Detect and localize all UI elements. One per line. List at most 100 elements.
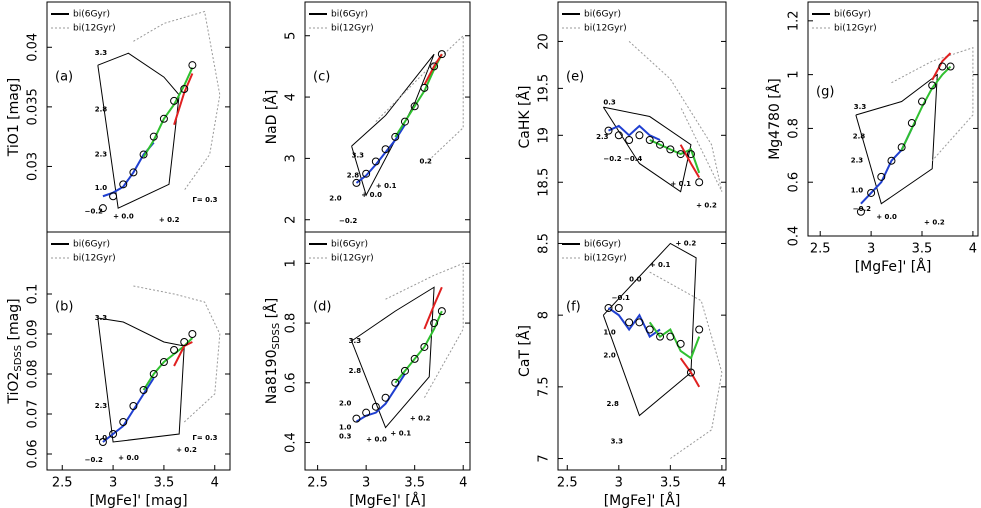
data-line <box>679 357 701 388</box>
grid-annotation: 2.3 <box>95 151 108 159</box>
data-point <box>391 132 400 141</box>
data-point <box>410 354 419 363</box>
grid-annotation: 3.3 <box>854 103 867 111</box>
grid-annotation: + 0.1 <box>376 182 397 190</box>
data-point <box>656 140 665 149</box>
data-point <box>410 102 419 111</box>
data-point <box>614 303 623 312</box>
y-tick-label: 0.08 <box>26 360 41 389</box>
legend-label: bi(6Gyr) <box>73 10 110 20</box>
data-line <box>648 321 701 360</box>
grid-annotation: 1.0 <box>95 184 108 192</box>
legend-label: bi(6Gyr) <box>331 240 368 250</box>
grid-annotation: + 0.0 <box>366 436 387 444</box>
grid-annotation: + 0.2 <box>159 216 180 224</box>
x-axis-label: [MgFe]' [mag] <box>89 493 187 508</box>
data-line <box>102 377 155 443</box>
data-line <box>102 141 155 198</box>
data-point <box>170 346 179 354</box>
data-point <box>695 325 704 334</box>
data-line <box>607 307 661 339</box>
x-tick-label: 4 <box>459 476 467 491</box>
data-point <box>362 408 371 417</box>
data-point <box>877 172 886 181</box>
data-point <box>180 338 189 346</box>
grid-annotation: + 0.1 <box>390 430 411 438</box>
data-point <box>149 132 158 141</box>
grid-annotation: −0.4 <box>624 155 642 163</box>
data-line <box>608 124 661 141</box>
data-point <box>139 386 148 394</box>
x-tick-label: 4 <box>211 476 219 491</box>
model-line <box>855 73 938 205</box>
y-tick-label: 0.06 <box>26 440 41 469</box>
legend-label: bi(12Gyr) <box>584 24 627 34</box>
data-point <box>129 168 138 177</box>
grid-annotation: −0.2 <box>853 205 871 213</box>
x-tick-label: 3 <box>615 476 623 491</box>
data-point <box>604 303 613 312</box>
data-point <box>686 368 695 377</box>
data-point <box>437 307 446 316</box>
grid-annotation: + 0.2 <box>176 446 197 454</box>
data-line <box>394 53 443 138</box>
grid-annotation: 0.3 <box>603 98 616 106</box>
data-point <box>625 136 634 144</box>
x-tick-label: 3 <box>867 242 875 257</box>
panel-label: (d) <box>313 300 331 315</box>
model-line <box>133 10 221 191</box>
y-tick-label: 0.07 <box>26 400 41 429</box>
data-line <box>679 144 701 179</box>
panel: 7 7.5 8 8.5 2.5 3 3.5 4 [MgFe]' [Å] CaT [Å] (f) + 0… <box>516 231 727 508</box>
data-line <box>394 310 443 384</box>
grid-annotation: + 0.1 <box>650 261 671 269</box>
panel: 2 3 4 5 NaD [Å] (c) 3.3 2.8 2.0 −0.2 + 0.0+ 0.1 0.2… <box>263 1 471 233</box>
y-tick-label: 18.5 <box>537 168 552 197</box>
panel: 0.06 0.07 0.08 0.09 0.1 2.5 3 3.5 4 [MgFe]' [mag]… <box>6 231 231 508</box>
data-point <box>676 339 685 348</box>
data-point <box>352 414 361 423</box>
panel: 0.03 0.035 0.04 TiO1 [mag] (a) 3.3 2.8 2.3 1.0 Γ=… <box>6 1 231 233</box>
y-tick-label: 0.03 <box>26 152 41 181</box>
data-line <box>423 53 443 86</box>
grid-annotation: Γ= 0.3 <box>192 196 217 204</box>
grid-annotation: 2.8 <box>95 105 108 113</box>
y-axis-label: TiO1 [mag] <box>6 78 22 157</box>
data-point <box>109 430 118 438</box>
plot-frame <box>46 231 231 471</box>
y-axis-label-part: TiO2 <box>6 372 22 405</box>
grid-annotation: 3.3 <box>352 151 365 159</box>
data-point <box>362 169 371 178</box>
model-line <box>97 52 180 209</box>
x-axis-label: [MgFe]' [Å] <box>604 492 681 508</box>
grid-annotation: + 0.0 <box>113 213 134 221</box>
data-point <box>188 330 197 338</box>
grid-annotation: 3.3 <box>95 49 108 57</box>
legend-label: bi(12Gyr) <box>834 24 877 34</box>
data-point <box>625 318 634 327</box>
data-point <box>391 378 400 387</box>
data-point <box>420 83 429 92</box>
data-line <box>900 65 952 151</box>
data-point <box>381 393 390 402</box>
data-point <box>897 143 906 152</box>
plot-frame <box>807 1 979 237</box>
data-point <box>645 325 654 334</box>
data-point <box>430 319 439 328</box>
data-point <box>918 97 927 106</box>
data-point <box>946 62 955 71</box>
grid-annotation: 0.0 <box>629 275 642 283</box>
grid-annotation: 2.8 <box>349 367 362 375</box>
y-tick-label: 1 <box>787 70 802 78</box>
grid-annotation: 2.0 <box>329 194 342 202</box>
grid-annotation: + 0.2 <box>696 202 717 210</box>
x-tick-label: 2.5 <box>307 476 328 491</box>
grid-annotation: + 0.0 <box>118 454 139 462</box>
y-axis-label-part: Na8190 <box>264 350 280 405</box>
data-point <box>119 418 128 426</box>
data-point <box>614 131 623 140</box>
y-axis-label-part: [Å] <box>263 298 280 323</box>
data-point <box>656 332 665 341</box>
data-point <box>159 114 168 123</box>
legend-label: bi(6Gyr) <box>331 10 368 20</box>
